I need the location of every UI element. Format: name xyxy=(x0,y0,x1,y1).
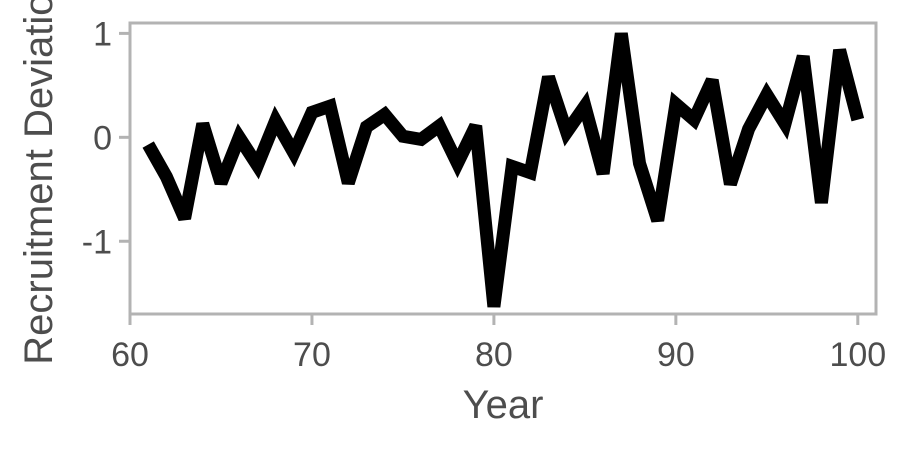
y-axis-title: Recruitment Deviation xyxy=(17,0,61,365)
x-tick-label: 90 xyxy=(657,336,695,374)
x-axis: 60 70 80 90 100 xyxy=(111,315,886,374)
y-axis: 1 0 -1 xyxy=(82,15,129,261)
x-tick-label: 70 xyxy=(293,336,331,374)
series-line xyxy=(142,32,865,308)
x-tick-label: 80 xyxy=(475,336,513,374)
x-tick-label: 100 xyxy=(829,336,886,374)
plot-frame xyxy=(128,21,878,316)
y-tick-label: 0 xyxy=(93,119,112,157)
x-tick-label: 60 xyxy=(111,336,149,374)
x-axis-title: Year xyxy=(463,383,544,427)
series-layer xyxy=(142,32,865,308)
y-tick-label: 1 xyxy=(93,15,112,53)
y-tick-label: -1 xyxy=(82,223,112,261)
